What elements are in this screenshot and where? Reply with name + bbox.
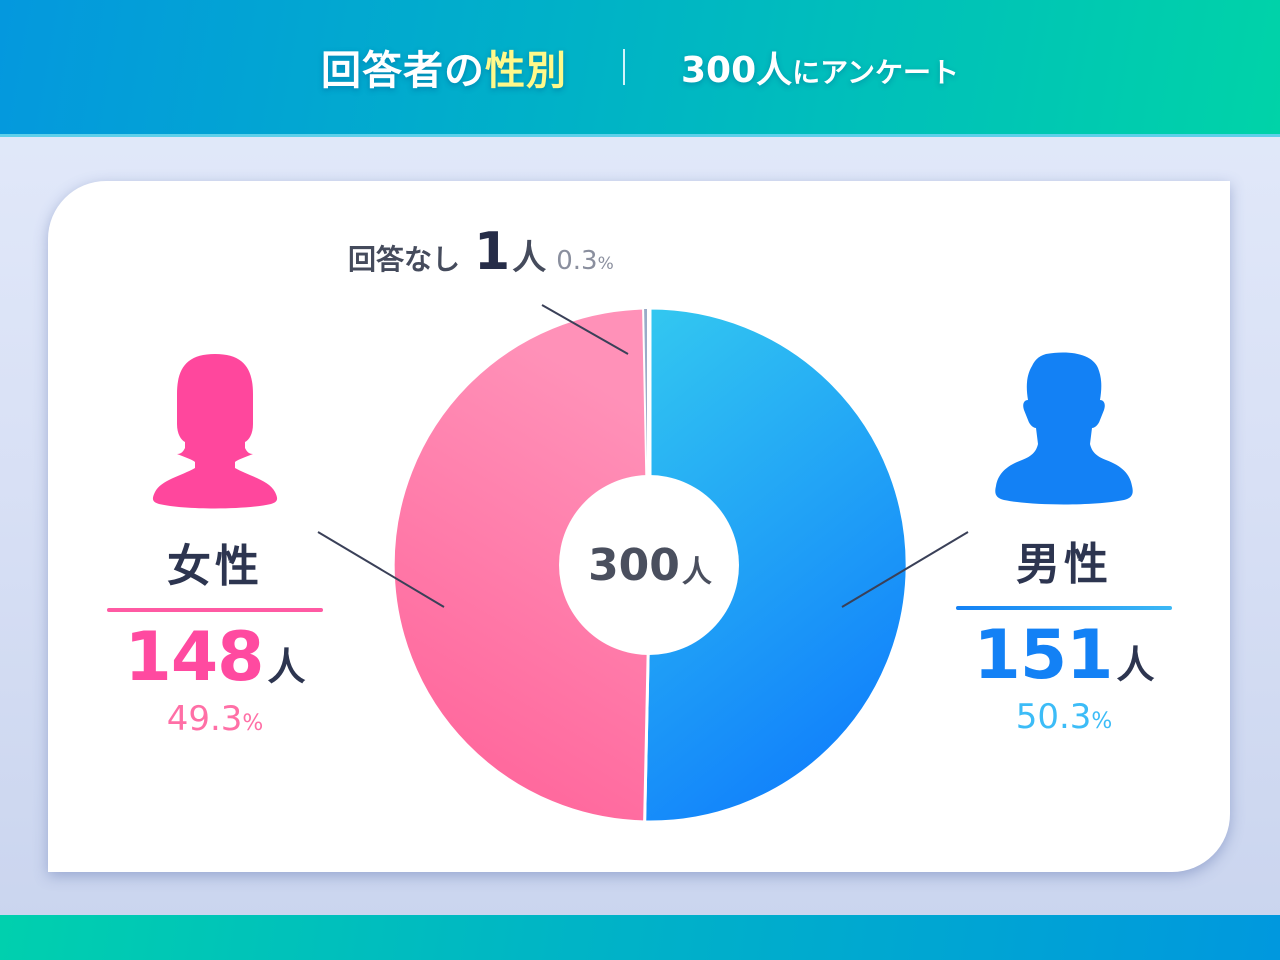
male-count-unit: 人: [1116, 643, 1155, 687]
female-count-number: 148: [124, 618, 265, 697]
header-banner: 回答者の性別 300人にアンケート: [0, 0, 1280, 137]
male-count-number: 151: [973, 616, 1114, 695]
total-unit: 人: [681, 555, 712, 590]
male-silhouette-icon: [995, 352, 1133, 505]
page-subtitle: 300人にアンケート: [681, 41, 959, 93]
male-count: 151 人: [954, 616, 1174, 695]
female-percent: 49.3%: [166, 699, 264, 739]
male-summary: 男性 151 人 50.3%: [954, 348, 1174, 737]
female-count-unit: 人: [267, 645, 306, 689]
title-highlight: 性別: [484, 48, 567, 94]
title-text: 回答者の: [320, 48, 485, 94]
donut-hole: [559, 475, 739, 655]
male-label: 男性: [1016, 539, 1112, 590]
footer-band: [0, 915, 1280, 960]
subtitle-text: にアンケート: [792, 56, 960, 89]
male-percent: 50.3%: [1015, 697, 1113, 737]
page-title: 回答者の性別: [321, 38, 567, 96]
female-silhouette-icon: [152, 354, 278, 509]
total-count: 300: [588, 539, 680, 591]
no-response-text: 回答なし: [348, 243, 461, 276]
female-summary: 女性 148 人 49.3%: [105, 350, 325, 739]
title-divider: [622, 49, 625, 85]
male-underline: [956, 606, 1172, 610]
no-response-count: 1: [474, 222, 511, 282]
donut-center-total: 300 人: [560, 475, 740, 655]
female-label: 女性: [167, 541, 263, 592]
no-response-percent: 0.3%: [556, 246, 614, 276]
subtitle-number: 300人: [680, 50, 793, 91]
female-underline: [107, 608, 323, 612]
female-count: 148 人: [105, 618, 325, 697]
no-response-label: 回答なし 1 人 0.3%: [348, 222, 614, 282]
no-response-unit: 人: [512, 238, 547, 278]
